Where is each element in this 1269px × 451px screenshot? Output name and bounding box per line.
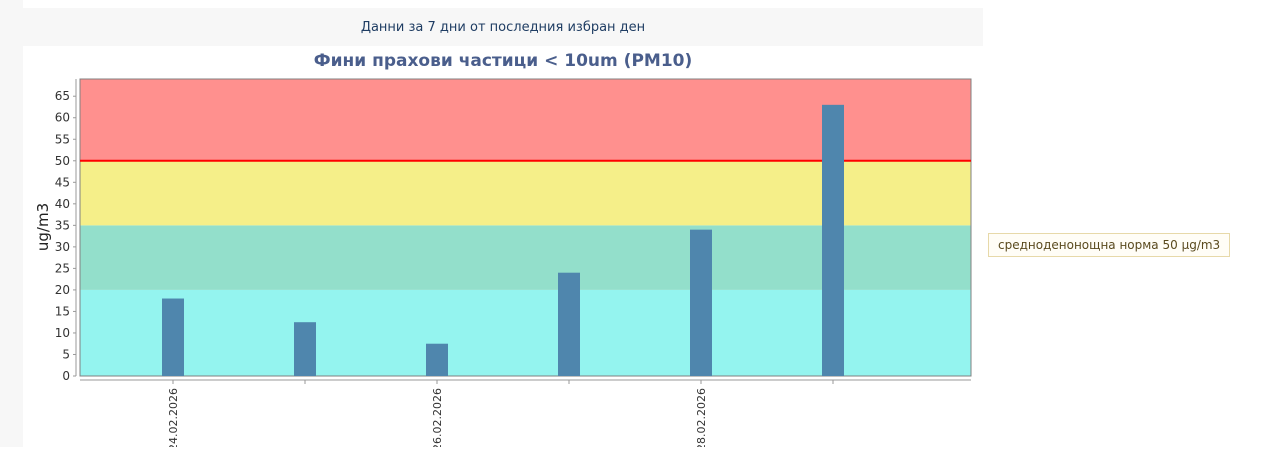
norm-legend: средноденонощна норма 50 µg/m3: [988, 233, 1231, 257]
y-tick-label: 60: [55, 111, 70, 125]
y-tick-label: 45: [55, 175, 70, 189]
chart-title: Фини прахови частици < 10um (PM10): [314, 51, 693, 71]
y-tick-label: 50: [55, 154, 70, 168]
top-panel: [23, 0, 983, 8]
pm10-chart: Фини прахови частици < 10um (PM10) 0 5 10 15…: [34, 51, 972, 451]
y-tick-label: 25: [55, 261, 70, 275]
x-tick-label: 24.02.2026: [167, 388, 180, 447]
y-tick-label: 15: [55, 304, 70, 318]
y-tick-label: 10: [55, 326, 70, 340]
bar-27.02.2026: [558, 272, 580, 376]
bar-26.02.2026: [426, 343, 448, 376]
y-tick-label: 30: [55, 240, 70, 254]
chart-container: Фини прахови частици < 10um (PM10) 0 5 10 15…: [23, 46, 983, 451]
period-subtitle: Данни за 7 дни от последния избран ден: [360, 20, 646, 35]
bar-25.02.2026: [294, 322, 316, 376]
bar-24.02.2026: [162, 298, 184, 376]
y-tick-label: 40: [55, 197, 70, 211]
bar-28.02.2026: [690, 229, 712, 376]
bar-01.03.2026: [822, 104, 844, 377]
y-tick-label: 0: [62, 369, 70, 383]
y-tick-label: 5: [62, 347, 70, 361]
y-tick-label: 55: [55, 132, 70, 146]
plot-border: [79, 78, 972, 377]
y-tick-label: 20: [55, 283, 70, 297]
y-tick-label: 35: [55, 218, 70, 232]
y-tick-label: 65: [55, 89, 70, 103]
y-axis-label: ug/m3: [34, 203, 52, 251]
x-tick-label: 26.02.2026: [431, 388, 444, 447]
left-gutter: [0, 0, 23, 447]
x-tick-label: 28.02.2026: [695, 388, 708, 447]
subtitle-bar: Данни за 7 дни от последния избран ден: [23, 8, 983, 46]
